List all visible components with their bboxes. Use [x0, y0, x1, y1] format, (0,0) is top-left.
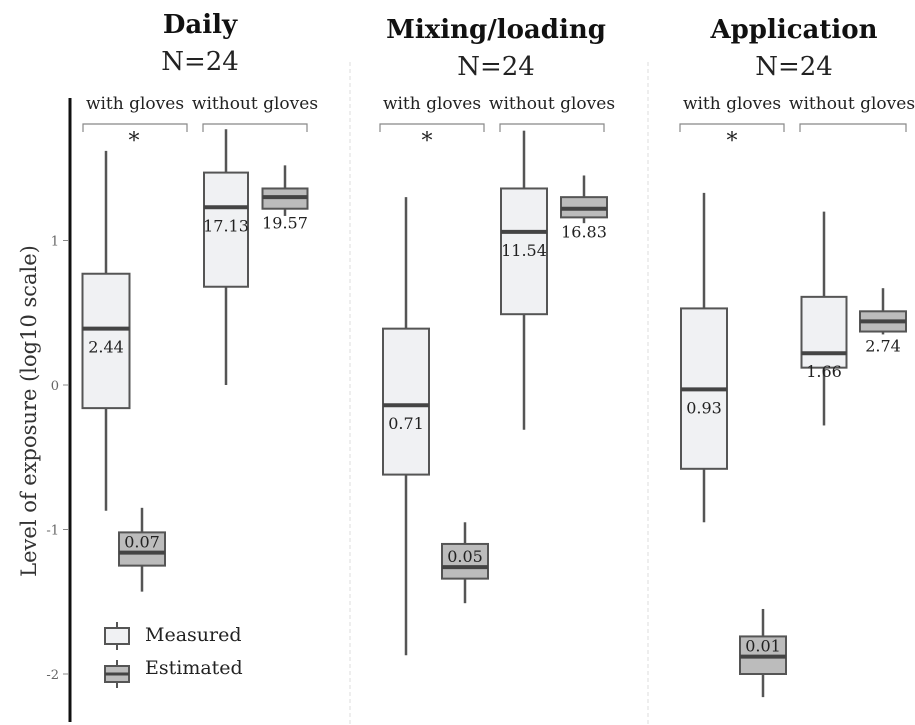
box-value-label: 17.13: [203, 216, 249, 235]
box-value-label: 2.74: [865, 337, 901, 356]
box-value-label: 11.54: [501, 241, 547, 260]
group-label-with-gloves: with gloves: [86, 94, 184, 114]
group-label-with-gloves: with gloves: [683, 94, 781, 114]
bracket-without-gloves: [799, 123, 907, 132]
panel-n-label: N=24: [161, 47, 239, 77]
y-tick-label: -2: [46, 668, 59, 683]
group-label-without-gloves: without gloves: [489, 94, 615, 114]
legend: Measured Estimated: [104, 622, 243, 688]
group-label-with-gloves: with gloves: [383, 94, 481, 114]
box-iqr: [382, 327, 430, 476]
box-value-label: 0.93: [686, 398, 722, 417]
panel-title: Mixing/loading: [386, 15, 606, 45]
panel-application: Application N=24 with gloves without gloves…: [679, 15, 915, 698]
y-tick-label: 0: [51, 379, 59, 394]
box-without-gloves-measured: 1.66: [800, 211, 848, 426]
box-without-gloves-estimated: 2.74: [859, 288, 907, 356]
bracket-with-gloves: [379, 123, 485, 132]
box-value-label: 0.07: [124, 533, 160, 552]
panel-n-label: N=24: [457, 52, 535, 82]
bracket-with-gloves: [679, 123, 785, 132]
significance-star: *: [422, 129, 433, 154]
group-label-without-gloves: without gloves: [789, 94, 915, 114]
y-tick-label: -1: [46, 524, 59, 539]
box-without-gloves-estimated: 19.57: [261, 165, 309, 233]
box-iqr: [118, 531, 166, 567]
box-value-label: 1.66: [806, 362, 842, 381]
box-iqr: [441, 542, 489, 580]
y-tick-label: 1: [51, 235, 59, 250]
box-with-gloves-estimated: 0.01: [739, 608, 787, 698]
box-iqr: [800, 295, 848, 369]
box-value-label: 2.44: [88, 338, 124, 357]
box-without-gloves-estimated: 16.83: [560, 175, 608, 241]
box-with-gloves-estimated: 0.05: [441, 522, 489, 604]
panel-title: Daily: [163, 10, 238, 40]
box-value-label: 16.83: [561, 222, 607, 241]
group-label-without-gloves: without gloves: [192, 94, 318, 114]
bracket-without-gloves: [202, 123, 308, 132]
box-with-gloves-measured: 0.71: [382, 197, 430, 656]
y-axis-label: Level of exposure (log10 scale): [17, 245, 41, 577]
box-without-gloves-measured: 11.54: [500, 130, 548, 430]
legend-estimated-label: Estimated: [145, 657, 243, 679]
significance-star: *: [727, 129, 738, 154]
panel-mixing-loading: Mixing/loading N=24 with gloves without glo…: [379, 15, 615, 656]
box-value-label: 19.57: [262, 214, 308, 233]
legend-measured-label: Measured: [145, 624, 242, 646]
box-value-label: 0.71: [388, 414, 424, 433]
legend-measured-key: [104, 622, 130, 650]
bracket-without-gloves: [499, 123, 605, 132]
box-value-label: 0.05: [447, 547, 483, 566]
box-without-gloves-measured: 17.13: [203, 129, 249, 385]
significance-star: *: [129, 129, 140, 154]
panel-n-label: N=24: [755, 52, 833, 82]
bracket-with-gloves: [82, 123, 188, 132]
box-iqr: [203, 171, 249, 288]
box-iqr: [500, 187, 548, 316]
box-with-gloves-estimated: 0.07: [118, 507, 166, 592]
box-with-gloves-measured: 0.93: [680, 192, 728, 523]
panel-title: Application: [709, 15, 877, 45]
box-iqr: [81, 272, 131, 410]
box-with-gloves-measured: 2.44: [81, 150, 131, 511]
box-value-label: 0.01: [745, 637, 781, 656]
legend-estimated-key: [104, 660, 130, 688]
panel-daily: Daily N=24 with gloves without gloves * 2.44 0…: [81, 10, 318, 592]
